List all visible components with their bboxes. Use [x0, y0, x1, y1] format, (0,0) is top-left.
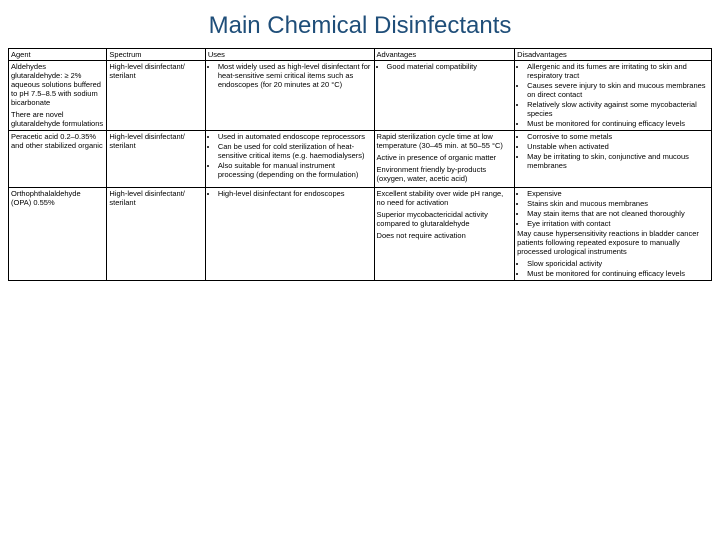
cell-spectrum: High-level disinfectant/ sterilant: [107, 61, 205, 131]
list-item: Relatively slow activity against some my…: [527, 100, 709, 118]
cell-uses: Used in automated endoscope reprocessors…: [205, 131, 374, 188]
list-item: Also suitable for manual instrument proc…: [218, 161, 372, 179]
adv-text: Rapid sterilization cycle time at low te…: [377, 132, 513, 150]
cell-uses: High-level disinfectant for endoscopes: [205, 188, 374, 281]
list-item: Must be monitored for continuing efficac…: [527, 269, 709, 278]
cell-agent: Peracetic acid 0.2–0.35% and other stabi…: [9, 131, 107, 188]
col-agent: Agent: [9, 49, 107, 61]
list-item: May stain items that are not cleaned tho…: [527, 209, 709, 218]
cell-agent: Orthophthalaldehyde (OPA) 0.55%: [9, 188, 107, 281]
list-item: Slow sporicidal activity: [527, 259, 709, 268]
agent-detail: glutaraldehyde: ≥ 2% aqueous solutions b…: [11, 71, 104, 107]
cell-spectrum: High-level disinfectant/ sterilant: [107, 188, 205, 281]
agent-note: There are novel glutaraldehyde formulati…: [11, 110, 104, 128]
list-item: Can be used for cold sterilization of he…: [218, 142, 372, 160]
table-row: Peracetic acid 0.2–0.35% and other stabi…: [9, 131, 712, 188]
agent-name: Aldehydes: [11, 62, 104, 71]
adv-text: Environment friendly by-products (oxygen…: [377, 165, 513, 183]
list-item: Used in automated endoscope reprocessors: [218, 132, 372, 141]
adv-text: Superior mycobactericidal activity compa…: [377, 210, 513, 228]
header-row: Agent Spectrum Uses Advantages Disadvant…: [9, 49, 712, 61]
list-item: Eye irritation with contact: [527, 219, 709, 228]
list-item: Unstable when activated: [527, 142, 709, 151]
cell-agent: Aldehydes glutaraldehyde: ≥ 2% aqueous s…: [9, 61, 107, 131]
list-item: Good material compatibility: [387, 62, 513, 71]
agent-detail: (OPA) 0.55%: [11, 198, 104, 207]
cell-disadvantages: Allergenic and its fumes are irritating …: [515, 61, 712, 131]
list-item: Stains skin and mucous membranes: [527, 199, 709, 208]
cell-advantages: Good material compatibility: [374, 61, 515, 131]
adv-text: Excellent stability over wide pH range, …: [377, 189, 513, 207]
cell-disadvantages: Expensive Stains skin and mucous membran…: [515, 188, 712, 281]
list-item: Must be monitored for continuing efficac…: [527, 119, 709, 128]
col-spectrum: Spectrum: [107, 49, 205, 61]
dis-extra: May cause hypersensitivity reactions in …: [517, 229, 709, 256]
list-item: High-level disinfectant for endoscopes: [218, 189, 372, 198]
list-item: May be irritating to skin, conjunctive a…: [527, 152, 709, 170]
cell-advantages: Rapid sterilization cycle time at low te…: [374, 131, 515, 188]
col-uses: Uses: [205, 49, 374, 61]
agent-name: Peracetic acid 0.2–0.35% and other stabi…: [11, 132, 104, 150]
adv-text: Active in presence of organic matter: [377, 153, 513, 162]
cell-spectrum: High-level disinfectant/ sterilant: [107, 131, 205, 188]
cell-disadvantages: Corrosive to some metals Unstable when a…: [515, 131, 712, 188]
col-disadvantages: Disadvantages: [515, 49, 712, 61]
list-item: Most widely used as high-level disinfect…: [218, 62, 372, 89]
disinfectants-table: Agent Spectrum Uses Advantages Disadvant…: [8, 48, 712, 281]
table-row: Orthophthalaldehyde (OPA) 0.55% High-lev…: [9, 188, 712, 281]
adv-text: Does not require activation: [377, 231, 513, 240]
agent-name: Orthophthalaldehyde: [11, 189, 104, 198]
list-item: Allergenic and its fumes are irritating …: [527, 62, 709, 80]
cell-uses: Most widely used as high-level disinfect…: [205, 61, 374, 131]
list-item: Causes severe injury to skin and mucous …: [527, 81, 709, 99]
cell-advantages: Excellent stability over wide pH range, …: [374, 188, 515, 281]
list-item: Corrosive to some metals: [527, 132, 709, 141]
table-row: Aldehydes glutaraldehyde: ≥ 2% aqueous s…: [9, 61, 712, 131]
list-item: Expensive: [527, 189, 709, 198]
page-title: Main Chemical Disinfectants: [8, 12, 712, 40]
col-advantages: Advantages: [374, 49, 515, 61]
